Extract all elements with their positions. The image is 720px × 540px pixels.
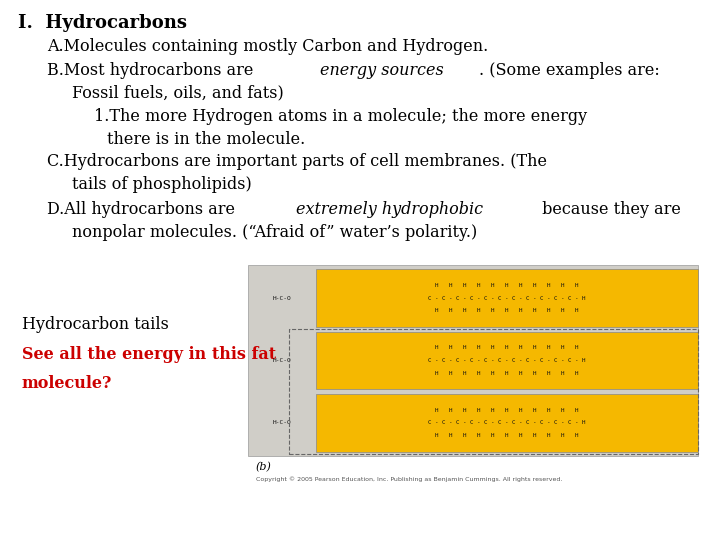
Text: B.Most hydrocarbons are: B.Most hydrocarbons are [47, 62, 258, 79]
Text: See all the energy in this fat: See all the energy in this fat [22, 346, 276, 362]
Text: H-C-O: H-C-O [273, 295, 292, 301]
Bar [316, 269, 698, 327]
Text: C - C - C - C - C - C - C - C - C - C - C - H: C - C - C - C - C - C - C - C - C - C - … [428, 420, 586, 426]
Text: C.Hydrocarbons are important parts of cell membranes. (The: C.Hydrocarbons are important parts of ce… [47, 153, 546, 170]
Text: (b): (b) [256, 462, 271, 472]
Text: C - C - C - C - C - C - C - C - C - C - C - H: C - C - C - C - C - C - C - C - C - C - … [428, 358, 586, 363]
Bar [316, 394, 698, 451]
Text: H   H   H   H   H   H   H   H   H   H   H: H H H H H H H H H H H [436, 433, 579, 438]
Text: H-C-O: H-C-O [273, 420, 292, 426]
Text: H   H   H   H   H   H   H   H   H   H   H: H H H H H H H H H H H [436, 408, 579, 413]
Text: nonpolar molecules. (“Afraid of” water’s polarity.): nonpolar molecules. (“Afraid of” water’s… [72, 224, 477, 241]
Bar [316, 332, 698, 389]
Text: 1.The more Hydrogen atoms in a molecule; the more energy: 1.The more Hydrogen atoms in a molecule;… [94, 108, 587, 125]
Text: A.Molecules containing mostly Carbon and Hydrogen.: A.Molecules containing mostly Carbon and… [47, 38, 488, 55]
Text: D.All hydrocarbons are: D.All hydrocarbons are [47, 201, 240, 218]
Text: because they are: because they are [537, 201, 681, 218]
Text: H   H   H   H   H   H   H   H   H   H   H: H H H H H H H H H H H [436, 283, 579, 288]
Text: tails of phospholipids): tails of phospholipids) [72, 176, 252, 193]
Text: H-C-O: H-C-O [273, 358, 292, 363]
Text: extremely hydrophobic: extremely hydrophobic [296, 201, 483, 218]
Text: H   H   H   H   H   H   H   H   H   H   H: H H H H H H H H H H H [436, 345, 579, 350]
Text: energy sources: energy sources [320, 62, 444, 79]
Text: molecule?: molecule? [22, 375, 112, 392]
Text: Fossil fuels, oils, and fats): Fossil fuels, oils, and fats) [72, 85, 284, 102]
Text: H   H   H   H   H   H   H   H   H   H   H: H H H H H H H H H H H [436, 370, 579, 376]
Bar [248, 265, 698, 456]
Text: C - C - C - C - C - C - C - C - C - C - C - H: C - C - C - C - C - C - C - C - C - C - … [428, 295, 586, 301]
Text: there is in the molecule.: there is in the molecule. [107, 131, 305, 147]
Text: Copyright © 2005 Pearson Education, Inc. Publishing as Benjamin Cummings. All ri: Copyright © 2005 Pearson Education, Inc.… [256, 476, 562, 482]
Text: . (Some examples are:: . (Some examples are: [480, 62, 660, 79]
Text: I.  Hydrocarbons: I. Hydrocarbons [18, 14, 187, 31]
Text: Hydrocarbon tails: Hydrocarbon tails [22, 316, 168, 333]
Bar [289, 329, 698, 454]
Text: H   H   H   H   H   H   H   H   H   H   H: H H H H H H H H H H H [436, 308, 579, 313]
